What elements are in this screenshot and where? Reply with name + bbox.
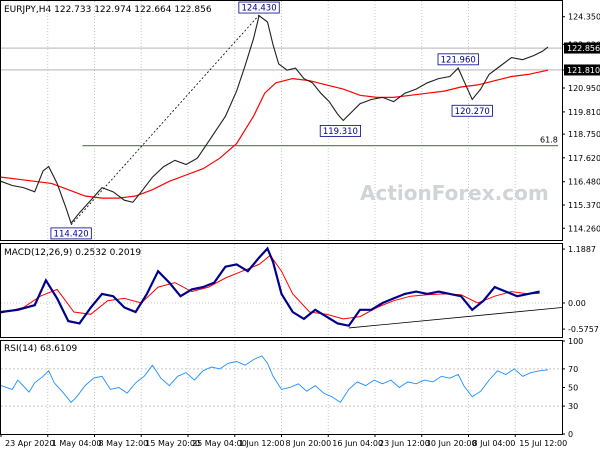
price-panel-title: EURJPY,H4 122.733 122.974 122.664 122.85…: [4, 5, 212, 15]
x-tick-label: 23 Apr 2020: [5, 439, 54, 448]
y-tick-label: 116.480: [568, 178, 600, 187]
price-badge: [564, 42, 600, 54]
macd-panel: MACD(12,26,9) 0.2532 0.2019 1.1887 0.00 -0…: [0, 243, 599, 338]
price-panel: EURJPY,H4 122.733 122.974 122.664 122.85…: [0, 0, 600, 241]
y-tick-label: 117.620: [568, 154, 600, 163]
x-tick-label: 16 Jun 04:00: [332, 439, 383, 448]
price-annotations: 124.430 114.420 119.310 121.960 120.270: [50, 1, 493, 240]
x-tick-label: 1 May 04:00: [52, 439, 102, 448]
price-annotation-box: [50, 227, 92, 240]
price-badge-label: 121.810: [567, 66, 600, 75]
y-tick-label: 70: [568, 365, 578, 374]
y-tick-label: 0.00: [568, 299, 586, 308]
y-tick-label: -0.5757: [568, 325, 599, 334]
x-tick-label: 8 May 12:00: [99, 439, 149, 448]
dotted-trendline: [70, 14, 260, 226]
macd-panel-title: MACD(12,26,9) 0.2532 0.2019: [4, 248, 141, 258]
price-annotation-label: 114.420: [54, 229, 89, 239]
x-tick-label: 30 Jun 20:00: [426, 439, 477, 448]
y-tick-label: 50: [568, 384, 578, 393]
macd-line: [0, 246, 540, 327]
rsi-y-axis: 100 70 50 30 0: [562, 337, 583, 439]
price-annotation-box: [238, 1, 280, 14]
x-tick-label: 8 Jul 04:00: [473, 439, 516, 448]
macd-trendline: [348, 307, 563, 329]
y-tick-label: 115.370: [568, 201, 600, 210]
price-annotation-label: 121.960: [441, 55, 476, 65]
price-annotation-box: [451, 104, 493, 117]
y-tick-label: 30: [568, 402, 578, 411]
macd-panel-frame: [0, 243, 563, 338]
rsi-grid: [1, 341, 562, 434]
price-annotation-label: 124.430: [241, 4, 276, 14]
rsi-line: [0, 355, 549, 404]
price-badge-label: 122.856: [567, 44, 600, 53]
price-annotation-label: 120.270: [455, 107, 490, 117]
y-tick-label: 0: [568, 430, 573, 439]
rsi-panel: RSI(14) 68.6109 100 70 50 30 0: [0, 337, 583, 439]
y-tick-label: 118.750: [568, 130, 600, 139]
y-tick-label: 114.260: [568, 224, 600, 233]
macd-y-axis: 1.1887 0.00 -0.5757: [562, 245, 599, 334]
x-tick-label: 8 Jun 20:00: [286, 439, 332, 448]
price-panel-frame: [0, 0, 563, 241]
price-grid: [47, 1, 516, 240]
price-hlines: [1, 47, 562, 71]
y-tick-label: 124.350: [568, 13, 600, 22]
price-annotation-box: [437, 53, 479, 66]
watermark: ActionForex.com: [360, 181, 549, 205]
y-tick-label: 100: [568, 337, 583, 346]
y-tick-label: 120.950: [568, 84, 600, 93]
y-tick-label: 119.810: [568, 108, 600, 117]
rsi-panel-title: RSI(14) 68.6109: [4, 344, 77, 354]
fib-label: 61.8: [540, 136, 558, 145]
x-tick-label: 15 May 20:00: [145, 439, 200, 448]
price-annotation-label: 119.310: [323, 127, 358, 137]
x-tick-label: 1 Jun 12:00: [239, 439, 285, 448]
price-badge: [564, 64, 600, 76]
price-y-axis: 124.350123.030121.810120.950119.810118.7…: [562, 13, 600, 233]
price-line: [0, 14, 549, 225]
price-annotation-box: [319, 124, 362, 137]
x-tick-label: 25 May 04:00: [192, 439, 247, 448]
y-tick-label: 1.1887: [568, 245, 596, 254]
x-tick-label: 23 Jun 12:00: [379, 439, 430, 448]
x-tick-label: 15 Jul 12:00: [519, 439, 567, 448]
